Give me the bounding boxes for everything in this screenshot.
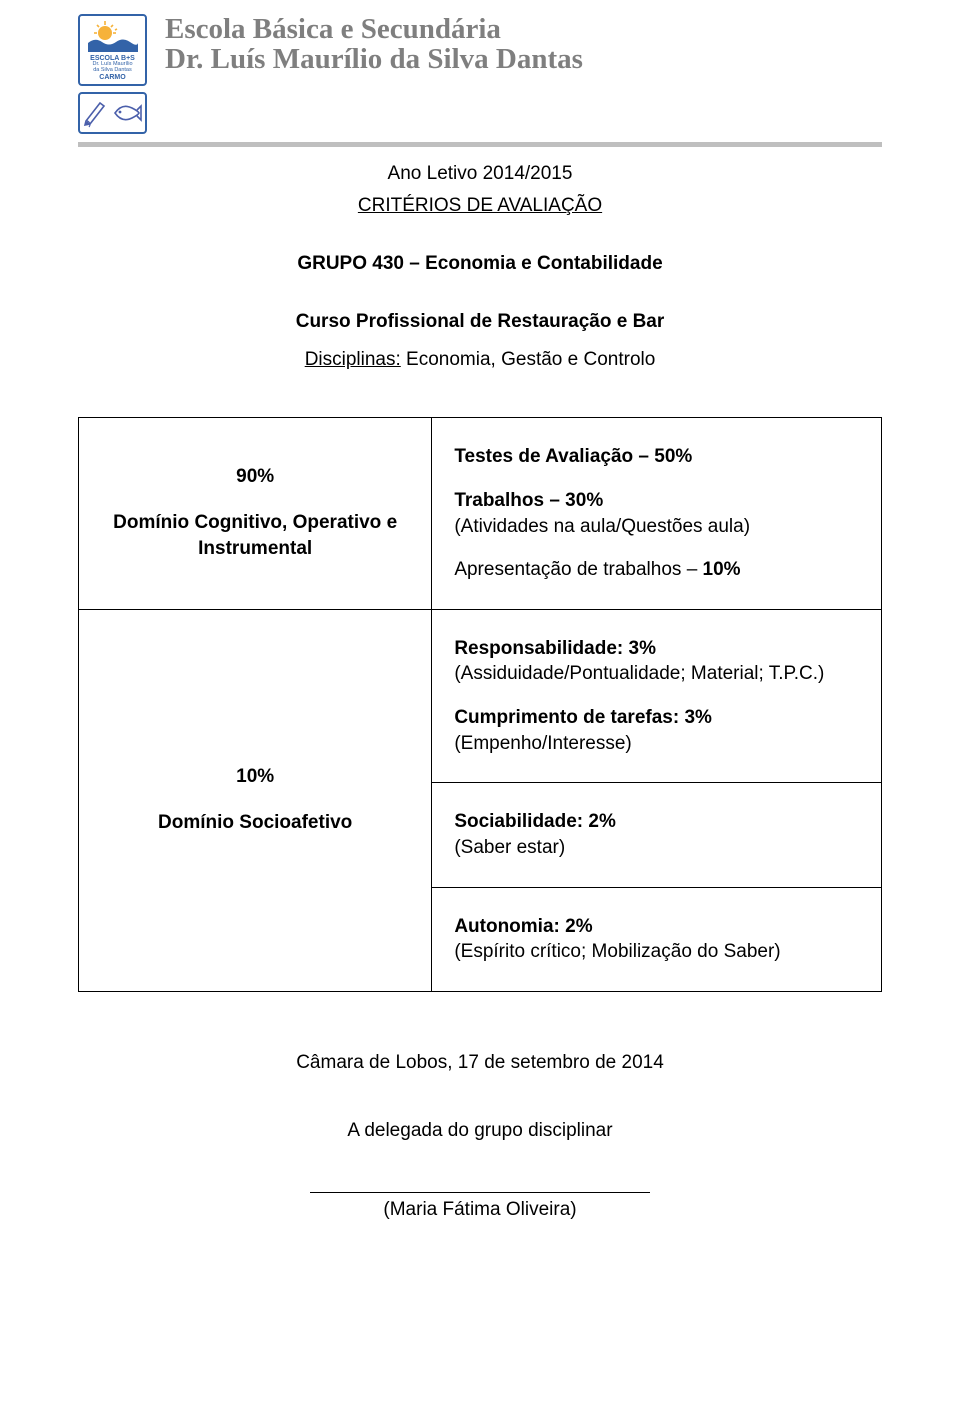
header-divider [78,142,882,147]
table-row: 90% Domínio Cognitivo, Operativo e Instr… [79,418,882,610]
criterion-line: Cumprimento de tarefas: 3% [454,707,712,728]
domain-percent: 90% [101,466,409,488]
domain-label: Domínio Cognitivo, Operativo e Instrumen… [101,510,409,561]
sun-sea-icon [87,19,139,53]
table-row: 10% Domínio Socioafetivo Responsabilidad… [79,609,882,783]
domain-cell-cognitive: 90% Domínio Cognitivo, Operativo e Instr… [79,418,432,610]
criterion-line: Autonomia: 2% [454,916,592,937]
criterion-trail: 10% [703,559,741,580]
criteria-cell-responsibility: Responsabilidade: 3% (Assiduidade/Pontua… [432,609,882,783]
pencil-icon [83,98,109,128]
disciplines-value: Economia, Gestão e Controlo [401,349,656,370]
signatory-role: A delegada do grupo disciplinar [78,1120,882,1142]
school-name-line2: Dr. Luís Maurílio da Silva Dantas [165,44,583,74]
header-titles: Escola Básica e Secundária Dr. Luís Maur… [165,14,583,75]
criterion-line: Responsabilidade: 3% [454,638,656,659]
criterion-line: Sociabilidade: 2% [454,811,616,832]
logo-column: ESCOLA B+S Dr. Luís Maurílio da Silva Da… [78,14,147,134]
domain-label: Domínio Socioafetivo [101,810,409,836]
domain-cell-socioaffective: 10% Domínio Socioafetivo [79,609,432,991]
fish-icon [112,100,142,126]
page: ESCOLA B+S Dr. Luís Maurílio da Silva Da… [0,0,960,1403]
criteria-title: CRITÉRIOS DE AVALIAÇÃO [78,195,882,217]
header: ESCOLA B+S Dr. Luís Maurílio da Silva Da… [78,14,882,134]
criterion-sub: (Saber estar) [454,837,565,858]
place-date: Câmara de Lobos, 17 de setembro de 2014 [78,1052,882,1074]
criterion-sub: (Espírito crítico; Mobilização do Saber) [454,941,780,962]
criteria-cell-cognitive: Testes de Avaliação – 50% Trabalhos – 30… [432,418,882,610]
footer: Câmara de Lobos, 17 de setembro de 2014 … [78,1052,882,1221]
course-title: Curso Profissional de Restauração e Bar [78,311,882,333]
school-logo-bottom [78,92,147,134]
school-name-line1: Escola Básica e Secundária [165,14,583,44]
criterion-line: Trabalhos – 30% [454,490,603,511]
school-logo-top: ESCOLA B+S Dr. Luís Maurílio da Silva Da… [78,14,147,86]
criteria-cell-autonomy: Autonomia: 2% (Espírito crítico; Mobiliz… [432,887,882,991]
domain-percent: 10% [101,766,409,788]
criteria-cell-sociability: Sociabilidade: 2% (Saber estar) [432,783,882,887]
disciplines-line: Disciplinas: Economia, Gestão e Controlo [78,349,882,371]
school-year: Ano Letivo 2014/2015 [78,163,882,185]
criterion-sub: (Empenho/Interesse) [454,733,631,754]
logo-text: ESCOLA B+S Dr. Luís Maurílio da Silva Da… [90,55,135,81]
criterion-line: Testes de Avaliação – 50% [454,446,692,467]
criterion-line: Apresentação de trabalhos – [454,559,702,580]
signature-line [310,1192,650,1193]
criterion-sub: (Atividades na aula/Questões aula) [454,516,750,537]
criterion-sub: (Assiduidade/Pontualidade; Material; T.P… [454,663,824,684]
group-title: GRUPO 430 – Economia e Contabilidade [78,253,882,275]
criteria-table: 90% Domínio Cognitivo, Operativo e Instr… [78,417,882,992]
logo-label-sub3: CARMO [90,74,135,81]
disciplines-label: Disciplinas: [305,349,401,370]
signatory-name: (Maria Fátima Oliveira) [78,1199,882,1221]
